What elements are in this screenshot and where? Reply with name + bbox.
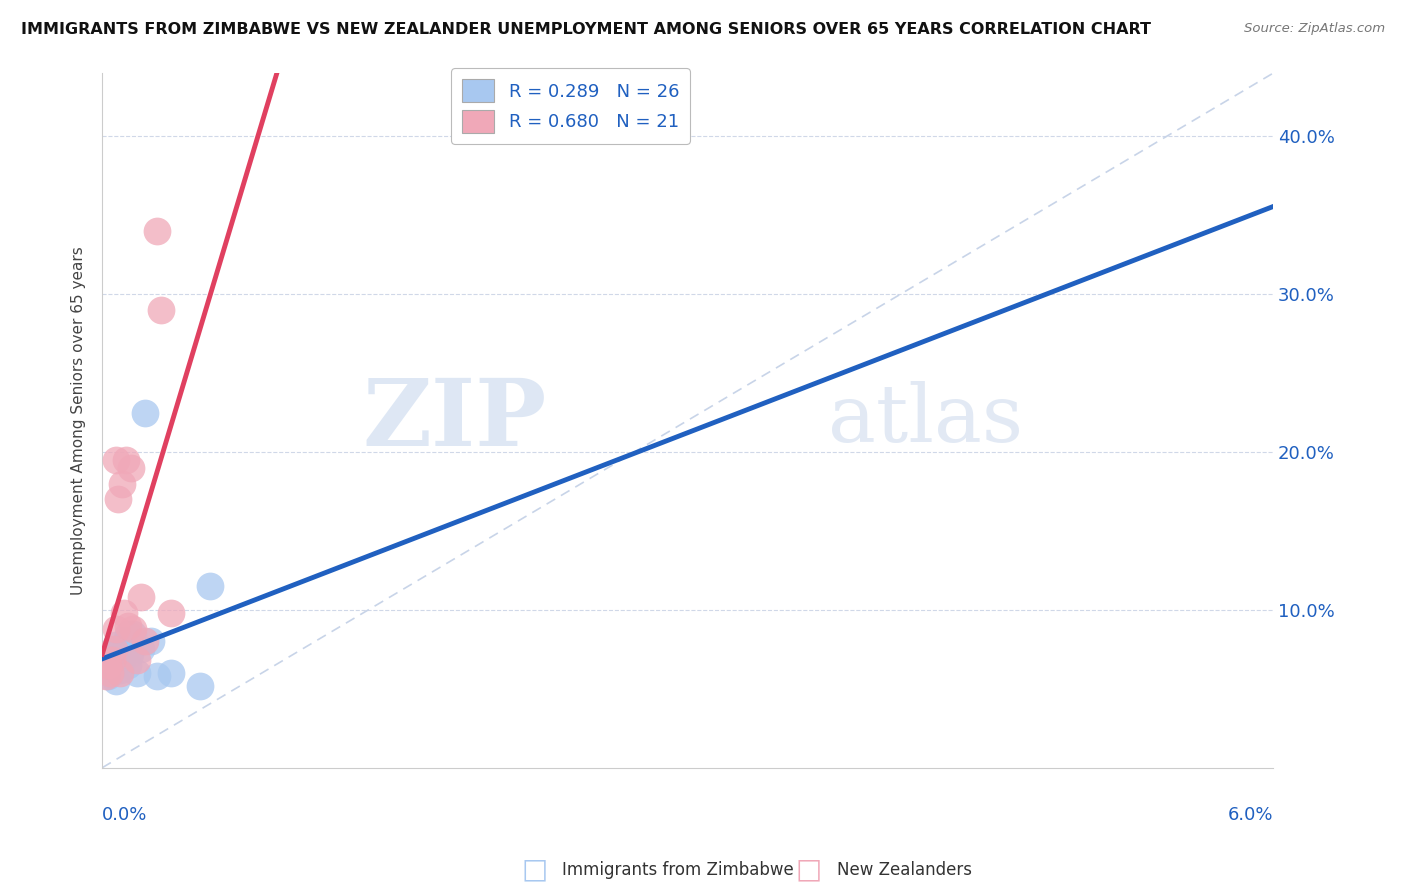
Point: [129, 642, 152, 657]
Point: [112, 606, 135, 620]
Point: [188, 679, 211, 693]
Point: [114, 634, 136, 648]
Point: [111, 642, 134, 657]
Point: [149, 303, 172, 318]
Point: [101, 653, 124, 667]
Point: [127, 665, 149, 680]
Point: [198, 579, 221, 593]
Point: [122, 622, 145, 636]
Point: [98, 665, 121, 680]
Point: [117, 618, 139, 632]
Point: [129, 591, 152, 605]
Text: □: □: [522, 855, 547, 884]
Point: [122, 626, 145, 640]
Point: [121, 642, 143, 657]
Text: atlas: atlas: [828, 382, 1024, 459]
Text: ZIP: ZIP: [363, 376, 547, 466]
Text: 0.0%: 0.0%: [103, 805, 148, 824]
Point: [139, 634, 162, 648]
Point: [127, 653, 149, 667]
Point: [159, 665, 181, 680]
Point: [108, 665, 131, 680]
Point: [104, 622, 127, 636]
Point: [108, 663, 131, 677]
Point: [101, 647, 124, 661]
Text: Immigrants from Zimbabwe: Immigrants from Zimbabwe: [562, 861, 794, 879]
Point: [103, 653, 125, 667]
Point: [104, 673, 127, 688]
Point: [134, 634, 156, 648]
Point: [94, 669, 117, 683]
Point: [134, 406, 156, 420]
Point: [121, 460, 143, 475]
Point: [112, 647, 135, 661]
Point: [107, 492, 129, 507]
Y-axis label: Unemployment Among Seniors over 65 years: Unemployment Among Seniors over 65 years: [72, 246, 86, 595]
Point: [146, 669, 169, 683]
Point: [104, 453, 127, 467]
Text: Source: ZipAtlas.com: Source: ZipAtlas.com: [1244, 22, 1385, 36]
Point: [97, 669, 120, 683]
Point: [117, 658, 139, 673]
Point: [111, 476, 134, 491]
Point: [118, 647, 141, 661]
Point: [94, 657, 117, 671]
Text: □: □: [796, 855, 821, 884]
Text: 6.0%: 6.0%: [1227, 805, 1272, 824]
Point: [159, 606, 181, 620]
Point: [101, 663, 124, 677]
Point: [146, 224, 169, 238]
Text: IMMIGRANTS FROM ZIMBABWE VS NEW ZEALANDER UNEMPLOYMENT AMONG SENIORS OVER 65 YEA: IMMIGRANTS FROM ZIMBABWE VS NEW ZEALANDE…: [21, 22, 1152, 37]
Point: [107, 650, 129, 665]
Point: [103, 642, 125, 657]
Point: [114, 453, 136, 467]
Point: [104, 638, 127, 652]
Point: [97, 658, 120, 673]
Text: New Zealanders: New Zealanders: [837, 861, 972, 879]
Point: [111, 653, 134, 667]
Legend: R = 0.289   N = 26, R = 0.680   N = 21: R = 0.289 N = 26, R = 0.680 N = 21: [451, 69, 690, 144]
Point: [117, 626, 139, 640]
